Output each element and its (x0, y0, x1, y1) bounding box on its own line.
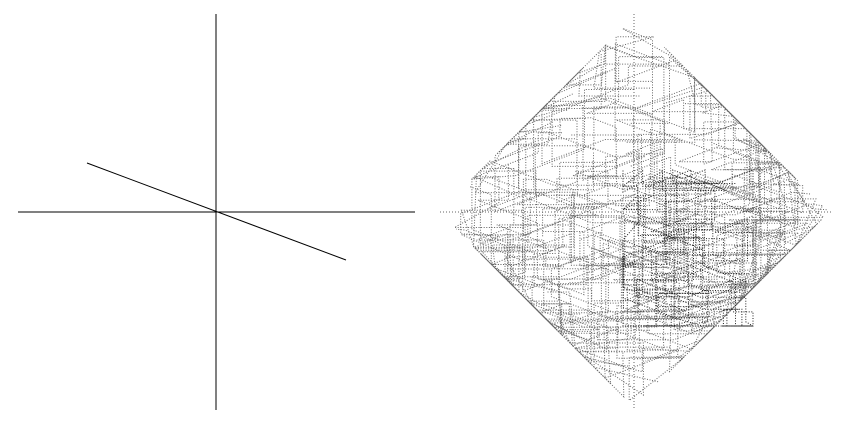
spiral-segment (665, 200, 717, 250)
spiral-segment (673, 252, 787, 325)
spiral-segment (528, 207, 744, 302)
spiral-segment (503, 174, 759, 278)
spiral-segment (460, 186, 588, 288)
spiral-segment (645, 169, 727, 191)
spiral-segment (622, 169, 706, 224)
spiral-segment (704, 249, 793, 317)
spiral-segment (598, 304, 690, 402)
spiral-segment (518, 45, 696, 151)
spiral-segment (568, 329, 650, 399)
spiral-segment (540, 53, 665, 207)
spiral-segment (644, 292, 717, 327)
spiral-segment (701, 104, 796, 225)
spiral-segment (557, 60, 760, 204)
spiral-segment (544, 69, 646, 196)
spiral-segment (695, 196, 786, 280)
spiral-segment (569, 215, 711, 332)
spiral-segment (693, 138, 800, 186)
spiral-segment (726, 309, 754, 327)
spiral-segment (604, 43, 780, 210)
spiral-segment (480, 178, 599, 286)
spiral-segment (506, 94, 663, 224)
spiral-segment (650, 183, 736, 233)
spiral-segment (559, 161, 656, 248)
spiral-segment (549, 301, 721, 350)
spiral-segment (461, 170, 609, 262)
spiral-segment (546, 291, 727, 379)
spiral-segment (703, 107, 773, 171)
spiral-segment (471, 132, 618, 189)
spiral-segment (550, 287, 619, 366)
left-sloped-line (86, 162, 347, 261)
spiral-segment (609, 90, 794, 202)
spiral-segment (560, 219, 802, 334)
spiral-segment (541, 93, 738, 189)
spiral-segment (637, 272, 690, 327)
spiral-segment (477, 163, 689, 280)
spiral-segment (622, 252, 677, 305)
spiral-segment (579, 182, 799, 258)
spiral-segment (581, 36, 716, 109)
right-panel (440, 14, 832, 410)
spiral-segment (586, 28, 692, 114)
spiral-segment (622, 194, 686, 282)
spiral-pattern-light (452, 28, 827, 402)
spiral-segment (664, 219, 754, 269)
spiral-segment (587, 216, 664, 302)
spiral-segment (649, 226, 734, 291)
spiral-segment (683, 201, 768, 334)
spiral-segment (664, 276, 743, 326)
spiral-segment (593, 284, 717, 383)
spiral-segment (728, 164, 826, 311)
spiral-segment (702, 104, 781, 194)
spiral-segment (647, 189, 716, 253)
spiral-segment (613, 279, 709, 363)
spiral-segment (549, 44, 607, 102)
spiral-segment (678, 92, 726, 163)
spiral-segment (711, 180, 808, 306)
spiral-segment (621, 169, 682, 265)
spiral-segment (482, 140, 635, 225)
left-panel (18, 14, 415, 410)
spiral-segment (542, 231, 663, 319)
spiral-segment (621, 169, 749, 274)
spiral-segment (522, 182, 804, 290)
spiral-segment (615, 119, 703, 213)
spiral-segment (636, 278, 753, 327)
spiral-segment (622, 170, 716, 225)
spiral-pattern-dark (621, 169, 754, 327)
spiral-segment (471, 89, 634, 254)
spiral-segment (622, 253, 706, 319)
spiral-segment (475, 234, 576, 350)
